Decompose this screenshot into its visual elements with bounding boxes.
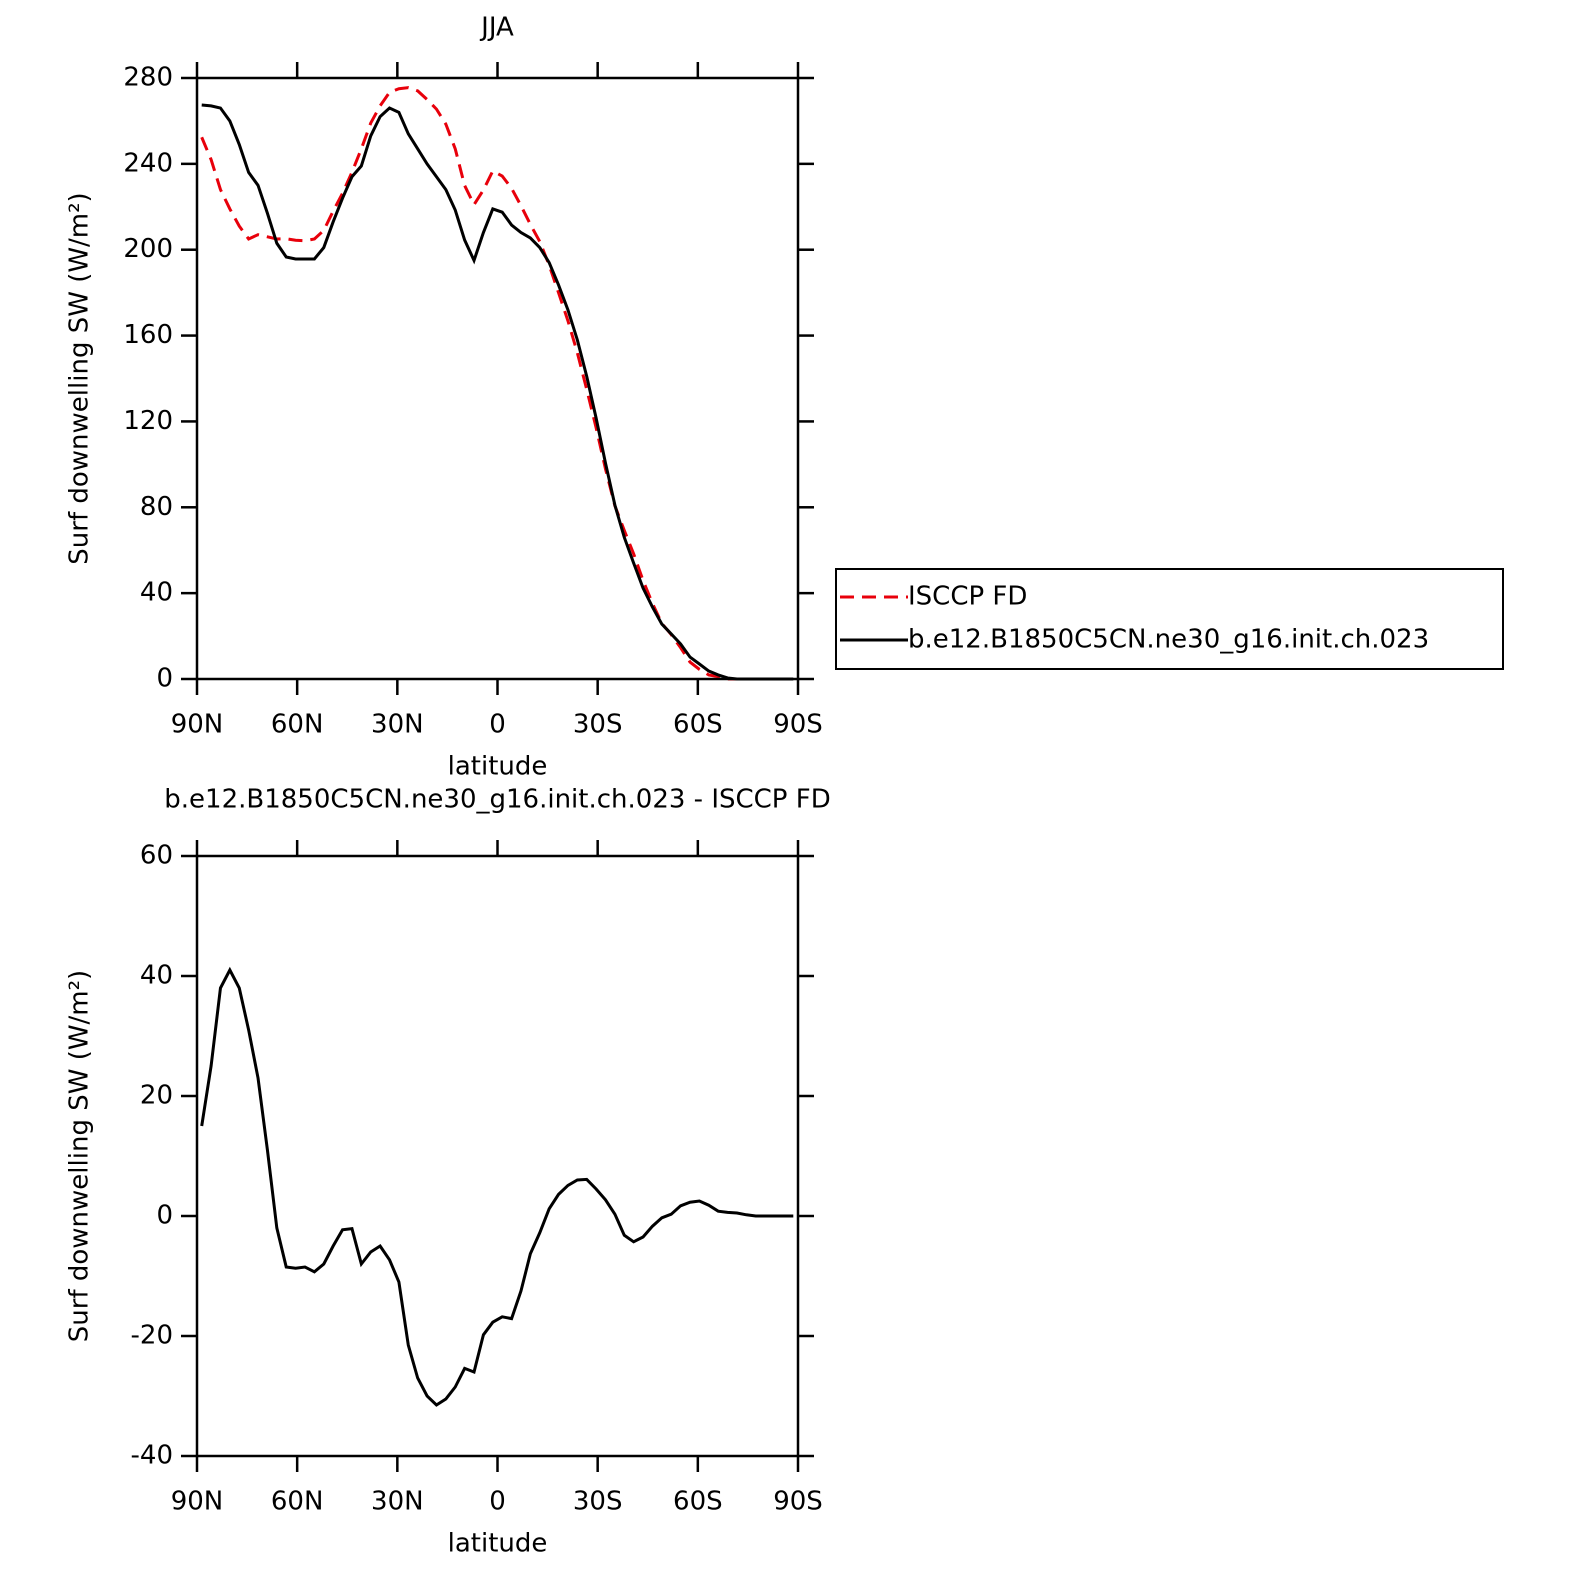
x-tick-label: 0 [489, 1487, 506, 1517]
legend-label: ISCCP FD [908, 582, 1027, 612]
x-axis-label: latitude [448, 1529, 548, 1559]
x-tick-label: 30N [371, 1487, 424, 1517]
y-axis-label: Surf downwelling SW (W/m²) [65, 192, 95, 564]
x-tick-label: 0 [489, 710, 506, 740]
chart-title: JJA [479, 13, 514, 43]
y-tick-label: 60 [140, 841, 173, 871]
x-tick-label: 60N [271, 1487, 324, 1517]
x-tick-label: 30S [573, 1487, 623, 1517]
y-tick-label: 0 [156, 664, 173, 694]
x-tick-label: 90N [171, 710, 224, 740]
y-tick-label: 80 [140, 492, 173, 522]
y-tick-label: 40 [140, 961, 173, 991]
y-tick-label: 120 [123, 406, 173, 436]
legend-label: b.e12.B1850C5CN.ne30_g16.init.ch.023 [908, 625, 1429, 655]
chart-title: b.e12.B1850C5CN.ne30_g16.init.ch.023 - I… [164, 785, 830, 815]
data-line [200, 966, 794, 1407]
y-tick-label: 40 [140, 578, 173, 608]
x-axis-label: latitude [448, 752, 548, 782]
x-tick-label: 30N [371, 710, 424, 740]
y-tick-label: 20 [140, 1081, 173, 1111]
y-tick-label: -40 [131, 1441, 173, 1471]
data-line [200, 86, 794, 681]
data-line [201, 103, 794, 681]
y-tick-label: 240 [123, 148, 173, 178]
y-tick-label: -20 [131, 1321, 173, 1351]
x-tick-label: 60S [673, 710, 723, 740]
x-tick-label: 60N [271, 710, 324, 740]
x-tick-label: 90S [773, 1487, 823, 1517]
y-tick-label: 200 [123, 234, 173, 264]
y-tick-label: 280 [123, 63, 173, 93]
x-tick-label: 90S [773, 710, 823, 740]
x-tick-label: 30S [573, 710, 623, 740]
x-tick-label: 60S [673, 1487, 723, 1517]
plot-frame [195, 76, 800, 681]
legend-box [835, 568, 1504, 670]
x-tick-label: 90N [171, 1487, 224, 1517]
y-tick-label: 160 [123, 320, 173, 350]
y-tick-label: 0 [156, 1201, 173, 1231]
plot-frame [195, 854, 800, 1458]
y-axis-label: Surf downwelling SW (W/m²) [65, 970, 95, 1342]
